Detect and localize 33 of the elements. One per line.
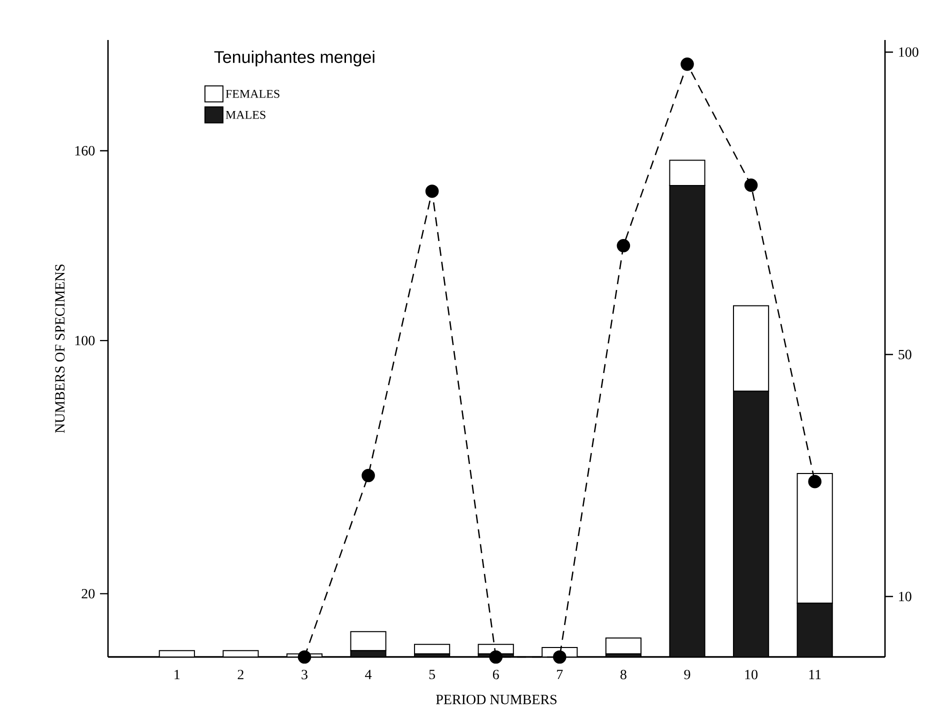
x-tick-label: 3 <box>302 670 308 680</box>
point <box>616 239 630 252</box>
legend-label: MALES <box>226 110 266 119</box>
y-tick-label: 100 <box>75 336 95 346</box>
y-axis-title: NUMBERS OF SPECIMENS <box>55 264 65 433</box>
x-tick-label: 4 <box>365 670 372 680</box>
y-tick-label: 160 <box>75 146 95 156</box>
point <box>489 650 503 664</box>
point <box>680 58 694 71</box>
point <box>425 184 439 198</box>
x-axis-title: PERIOD NUMBERS <box>436 694 556 704</box>
x-tick-label: 8 <box>620 670 626 680</box>
point <box>298 650 312 664</box>
x-tick-label: 1 <box>174 670 180 680</box>
point <box>808 474 822 488</box>
point <box>744 178 758 192</box>
x-tick-label: 7 <box>557 670 563 680</box>
x-tick-label: 2 <box>238 670 244 680</box>
x-tick-label: 10 <box>745 670 758 680</box>
legend-label: FEMALES <box>226 90 280 98</box>
x-tick-label: 11 <box>809 670 821 680</box>
point <box>362 468 375 482</box>
x-tick-label: 9 <box>684 670 690 680</box>
y2-tick-label: 50 <box>898 350 912 360</box>
text: Tenuiphantes mengei <box>214 50 374 66</box>
y2-tick-label: 100 <box>899 47 918 57</box>
x-tick-label: 5 <box>429 670 436 680</box>
y2-tick-label: 10 <box>899 592 912 602</box>
bar <box>605 638 642 654</box>
point <box>553 650 566 664</box>
x-tick-label: 6 <box>492 670 499 680</box>
y-tick-label: 20 <box>82 588 95 598</box>
bar <box>414 644 450 654</box>
